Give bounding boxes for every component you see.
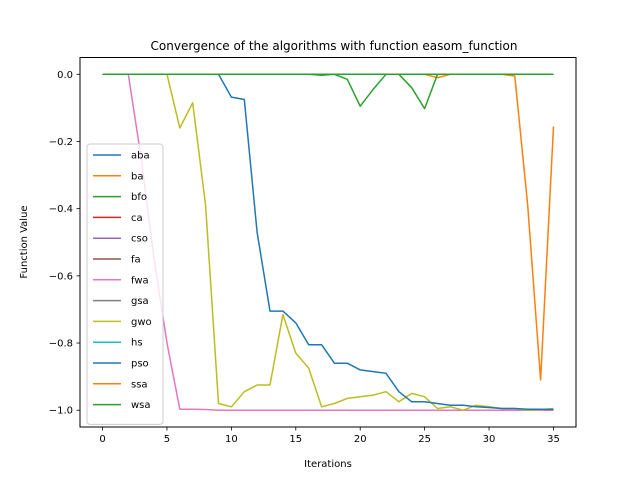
- series-line-fwa: [102, 73, 554, 411]
- legend-label-hs: hs: [131, 338, 143, 349]
- plot-frame: [79, 57, 577, 428]
- y-axis-ticks: 0.0 −0.2 −0.4 −0.6 −0.8 −1.0: [49, 70, 80, 417]
- legend-box: [86, 143, 164, 425]
- x-tick-label: 0: [99, 434, 105, 445]
- series-group: [102, 73, 555, 411]
- legend-label-wsa: wsa: [131, 400, 151, 411]
- legend-label-ba: ba: [131, 171, 143, 182]
- x-tick-label: 20: [354, 434, 367, 445]
- legend-label-cso: cso: [131, 234, 148, 245]
- y-tick-label: −0.4: [49, 204, 73, 215]
- x-tick-label: 15: [289, 434, 302, 445]
- x-tick-label: 35: [547, 434, 560, 445]
- y-tick-label: −0.8: [49, 339, 73, 350]
- legend-label-ca: ca: [131, 213, 143, 224]
- y-tick-label: −0.2: [49, 137, 73, 148]
- legend-label-fa: fa: [131, 255, 141, 266]
- y-axis-label: Function Value: [19, 205, 30, 278]
- x-tick-label: 25: [418, 434, 431, 445]
- x-axis-ticks: 0 5 10 15 20 25 30 35: [99, 427, 560, 445]
- y-tick-label: 0.0: [57, 70, 73, 81]
- legend-label-gwo: gwo: [131, 317, 152, 328]
- legend-label-gsa: gsa: [131, 296, 149, 307]
- x-axis-label: Iterations: [304, 459, 352, 470]
- series-line-gwo: [102, 73, 554, 411]
- legend-label-ssa: ssa: [131, 379, 148, 390]
- legend: aba ba bfo ca cso fa fwa gsa gwo hs pso ssa wsa: [86, 143, 164, 425]
- legend-label-bfo: bfo: [131, 192, 147, 203]
- x-tick-label: 10: [225, 434, 238, 445]
- y-tick-label: −0.6: [49, 271, 73, 282]
- legend-label-aba: aba: [131, 151, 150, 162]
- chart-title: Convergence of the algorithms with funct…: [151, 39, 518, 53]
- x-tick-label: 5: [164, 434, 170, 445]
- legend-label-pso: pso: [131, 359, 149, 370]
- x-tick-label: 30: [483, 434, 496, 445]
- y-tick-label: −1.0: [49, 406, 73, 417]
- legend-label-fwa: fwa: [131, 275, 149, 286]
